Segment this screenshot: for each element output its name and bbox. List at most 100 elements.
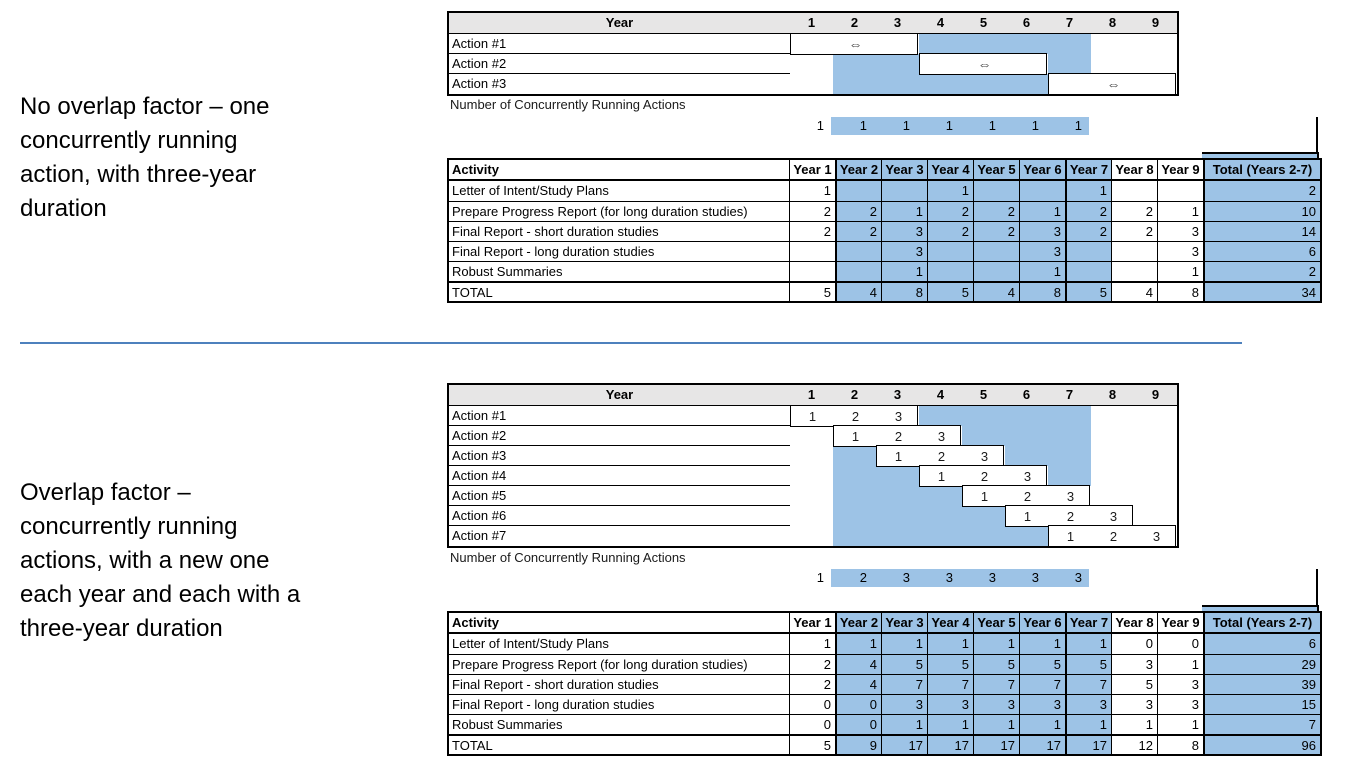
gantt-action-row: Action #1 ⇔	[449, 33, 1177, 55]
activity-total-value-cell: 17	[973, 734, 1019, 754]
gantt-chart-area: ⇔	[790, 33, 1177, 55]
gantt-bar-year-cell	[1049, 74, 1092, 94]
gantt-chart-area: 1 2 3	[790, 465, 1177, 487]
gantt-action-row: Action #3 ⇔	[449, 73, 1177, 95]
activity-value-cell: 1	[973, 634, 1019, 654]
gantt-action-bar: 1 2 3	[790, 405, 918, 427]
activity-total-value-cell: 8	[1157, 281, 1203, 301]
activity-value-cell: 2	[835, 221, 881, 241]
gantt-bar-year-cell	[920, 54, 963, 74]
activity-total-label: TOTAL	[449, 281, 789, 301]
gantt-bar-year-cell: 1	[808, 408, 817, 424]
activity-value-cell	[1111, 261, 1157, 281]
activity-value-cell: 5	[881, 654, 927, 674]
activity-value-cell: 1	[1019, 201, 1065, 221]
gantt-year-header-cell: 8	[1108, 15, 1117, 30]
activity-total-value-cell: 17	[881, 734, 927, 754]
activity-header-cell: Activity	[449, 160, 789, 181]
activity-header-cell: Year 6	[1019, 613, 1065, 634]
activity-value-cell: 3	[881, 241, 927, 261]
gantt-action-row: Action #2 1 2 3	[449, 425, 1177, 447]
activity-row-label: Letter of Intent/Study Plans	[449, 634, 789, 654]
activity-value-cell: 7	[973, 674, 1019, 694]
activity-value-cell: 1	[789, 634, 835, 654]
gantt-action-bar: ⇔	[1048, 73, 1176, 95]
gantt-action-row: Action #4 1 2 3	[449, 465, 1177, 487]
activity-header-cell: Year 7	[1065, 613, 1111, 634]
activity-row-label: Final Report - long duration studies	[449, 241, 789, 261]
activity-value-cell: 1	[1019, 634, 1065, 654]
activity-value-cell: 3	[1065, 694, 1111, 714]
section-divider-line	[20, 342, 1242, 344]
gantt-action-label: Action #2	[449, 54, 790, 74]
activity-header-cell: Year 5	[973, 613, 1019, 634]
activity-header-cell: Year 3	[881, 160, 927, 181]
gantt-bar-year-cell: 3	[1023, 468, 1032, 484]
activity-total-value-cell: 17	[1019, 734, 1065, 754]
gantt-year-header-cell: 6	[1022, 15, 1031, 30]
gantt-action-bar: ⇔	[919, 53, 1047, 75]
activity-value-cell: 3	[1019, 221, 1065, 241]
gantt-bar-year-cell	[877, 34, 920, 54]
gantt-year-header-cell: 6	[1022, 387, 1031, 402]
concurrency-label-bottom: Number of Concurrently Running Actions	[450, 550, 686, 565]
gantt-year-header-label: Year	[605, 387, 634, 402]
gantt-table: Year 1 2 3 4 5 6 7 8 9 Action #1 1 2 3 Action #2 1 2 3 Act…	[447, 383, 1179, 548]
activity-row-label: Robust Summaries	[449, 261, 789, 281]
activity-value-cell: 29	[1203, 654, 1320, 674]
activity-value-cell: 3	[1019, 694, 1065, 714]
gantt-chart-area: ⇔	[790, 73, 1177, 95]
activity-total-value-cell: 5	[789, 281, 835, 301]
activity-value-cell: 0	[835, 714, 881, 734]
activity-value-cell: 2	[835, 201, 881, 221]
concurrency-label-top: Number of Concurrently Running Actions	[450, 97, 686, 112]
activity-value-cell: 2	[789, 654, 835, 674]
activity-value-cell: 1	[881, 261, 927, 281]
activity-header-cell: Year 7	[1065, 160, 1111, 181]
concurrency-value-cell: 3	[960, 569, 1003, 587]
gantt-action-label: Action #3	[449, 74, 790, 94]
activity-header-cell: Total (Years 2-7)	[1203, 160, 1320, 181]
activity-value-cell: 2	[1065, 201, 1111, 221]
activity-value-cell: 5	[1065, 654, 1111, 674]
activity-value-cell: 39	[1203, 674, 1320, 694]
gantt-year-header-cell: 5	[979, 15, 988, 30]
activity-value-cell: 2	[927, 221, 973, 241]
gantt-bar-year-cell: 3	[1152, 528, 1161, 544]
activity-header-cell: Year 6	[1019, 160, 1065, 181]
concurrency-value-cell	[1132, 569, 1175, 587]
activity-total-value-cell: 17	[927, 734, 973, 754]
gantt-year-header-cell: 3	[893, 387, 902, 402]
gantt-action-label: Action #1	[449, 406, 790, 426]
activity-value-cell	[1111, 181, 1157, 201]
gantt-highlight-fill	[833, 54, 919, 74]
gantt-bar-year-cell: 2	[1109, 528, 1118, 544]
activity-value-cell: 7	[927, 674, 973, 694]
activity-header-cell: Year 2	[835, 613, 881, 634]
activity-value-cell	[973, 261, 1019, 281]
gantt-chart-area: 1 2 3	[790, 405, 1177, 427]
gantt-highlight-fill	[833, 486, 962, 506]
total-column-spur-line	[1316, 117, 1318, 152]
gantt-action-row: Action #5 1 2 3	[449, 485, 1177, 507]
activity-value-cell: 1	[1065, 181, 1111, 201]
activity-total-value-cell: 4	[835, 281, 881, 301]
caption-overlap: Overlap factor – concurrently running ac…	[20, 479, 301, 642]
activity-total-value-cell: 34	[1203, 281, 1320, 301]
activity-value-cell: 1	[1019, 714, 1065, 734]
activity-value-cell	[927, 261, 973, 281]
activity-value-cell: 0	[1111, 634, 1157, 654]
gantt-action-bar: 1 2 3	[833, 425, 961, 447]
gantt-action-row: Action #6 1 2 3	[449, 505, 1177, 527]
gantt-bar-year-cell	[791, 34, 834, 54]
activity-value-cell: 10	[1203, 201, 1320, 221]
activity-value-cell: 3	[1111, 694, 1157, 714]
activity-header-cell: Activity	[449, 613, 789, 634]
gantt-chart-area: ⇔	[790, 53, 1177, 75]
activity-value-cell	[973, 241, 1019, 261]
duration-arrow-icon: ⇔	[977, 56, 992, 72]
activity-header-cell: Year 9	[1157, 160, 1203, 181]
gantt-chart-area: 1 2 3	[790, 425, 1177, 447]
activity-value-cell: 6	[1203, 634, 1320, 654]
activity-total-value-cell: 5	[789, 734, 835, 754]
